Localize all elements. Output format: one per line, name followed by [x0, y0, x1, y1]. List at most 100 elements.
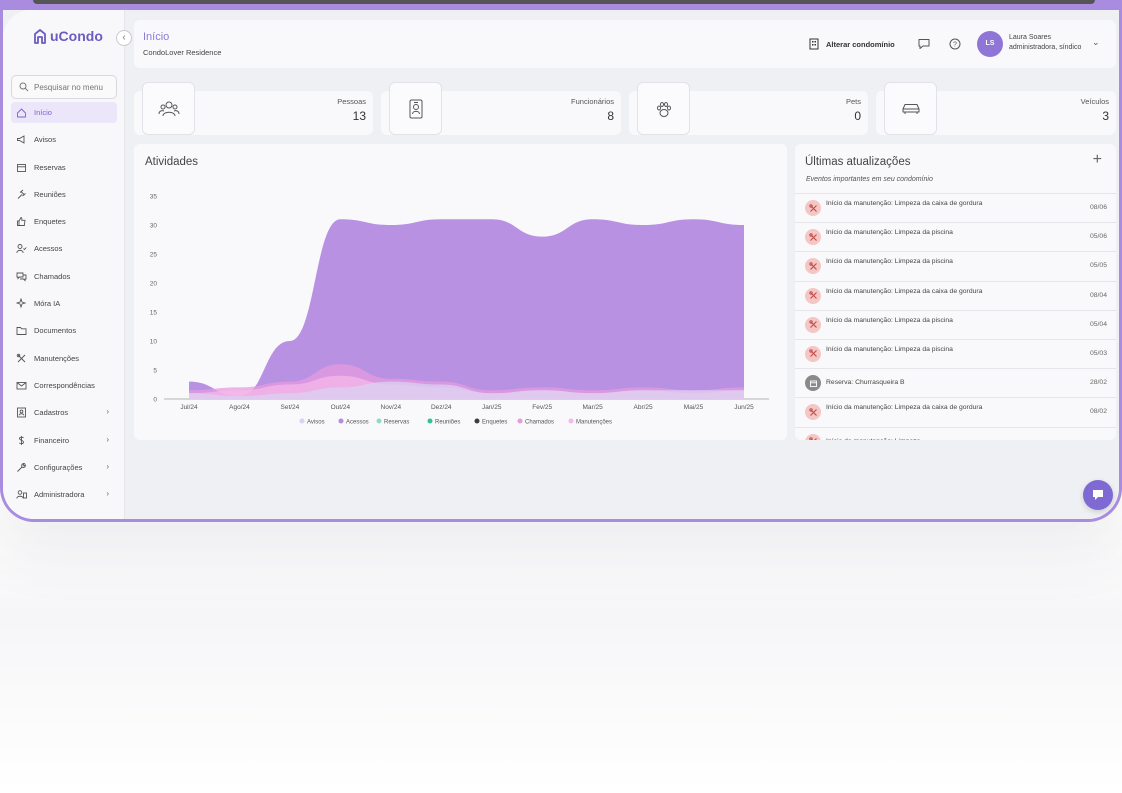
- people-icon: [158, 101, 179, 116]
- tools-icon: [805, 404, 821, 421]
- user-avatar[interactable]: LS: [977, 31, 1003, 57]
- tools-icon: [16, 353, 26, 362]
- sidebar-item-documentos[interactable]: Documentos: [11, 320, 117, 341]
- x-tick-label: Ago/24: [229, 404, 250, 411]
- sidebar-item-reservas[interactable]: Reservas: [11, 157, 117, 178]
- building-icon: [809, 38, 819, 50]
- top-header: Início CondoLover Residence Alterar cond…: [134, 20, 1116, 68]
- update-text: Início da manutenção: Limpeza da piscina: [826, 345, 953, 353]
- add-update-button[interactable]: +: [1092, 151, 1102, 168]
- sidebar-item-configura-es[interactable]: Configurações ›: [11, 457, 117, 478]
- sidebar-item-acessos[interactable]: Acessos: [11, 238, 117, 259]
- stat-card-pets[interactable]: Pets 0: [629, 82, 868, 135]
- x-tick-label: Abr/25: [634, 404, 654, 411]
- update-item[interactable]: Início da manutenção: Limpeza da piscina…: [795, 338, 1116, 368]
- update-item[interactable]: Início da manutenção: Limpeza da piscina…: [795, 222, 1116, 251]
- sidebar-item-enquetes[interactable]: Enquetes: [11, 211, 117, 232]
- menu-search[interactable]: [11, 75, 117, 99]
- dollar-icon: [18, 435, 24, 445]
- legend-swatch: [517, 418, 523, 424]
- update-item[interactable]: Início da manutenção: Limpeza da caixa d…: [795, 193, 1116, 222]
- legend-label: Reuniões: [435, 420, 460, 426]
- wrench-icon: [17, 462, 26, 472]
- legend-swatch: [376, 418, 382, 424]
- updates-title: Últimas atualizações: [805, 156, 911, 168]
- stat-value: 0: [854, 109, 861, 123]
- update-item[interactable]: Início da manutenção: Limpeza: [795, 426, 1116, 440]
- svg-text:?: ?: [953, 42, 957, 49]
- sidebar-item-correspond-ncias[interactable]: Correspondências: [11, 375, 117, 396]
- update-text: Início da manutenção: Limpeza da caixa d…: [826, 287, 983, 295]
- x-tick-label: Jul/24: [180, 404, 198, 411]
- sidebar-item-in-cio[interactable]: Início: [11, 102, 117, 123]
- update-item[interactable]: Início da manutenção: Limpeza da caixa d…: [795, 397, 1116, 426]
- collapse-sidebar-button[interactable]: ‹: [116, 30, 132, 46]
- tools-icon: [805, 345, 821, 362]
- badge-icon: [409, 99, 422, 118]
- sidebar-item-chamados[interactable]: Chamados: [11, 266, 117, 287]
- y-tick-label: 35: [150, 194, 158, 201]
- y-tick-label: 0: [153, 397, 157, 404]
- sidebar-item-label: Avisos: [34, 135, 56, 145]
- chevron-right-icon: ›: [106, 489, 109, 499]
- sidebar-item-label: Administradora: [34, 490, 85, 500]
- updates-card: Últimas atualizações Eventos importantes…: [795, 144, 1116, 440]
- sidebar-item-administradora[interactable]: Administradora ›: [11, 484, 117, 505]
- stat-value: 8: [607, 109, 614, 123]
- sidebar-item-m-ra-ia[interactable]: Móra IA: [11, 293, 117, 314]
- mail-icon: [16, 382, 27, 390]
- support-chat-button[interactable]: [1083, 480, 1113, 510]
- device-frame: uCondo Início Avisos Reservas Reuniões Enque…: [0, 0, 1122, 522]
- sidebar-item-label: Móra IA: [34, 299, 61, 309]
- ucondo-logo-icon: [34, 29, 46, 44]
- series-area-acessos: [189, 219, 744, 399]
- tools-icon: [805, 316, 821, 333]
- help-icon[interactable]: ?: [948, 37, 962, 51]
- update-item[interactable]: Início da manutenção: Limpeza da caixa d…: [795, 280, 1116, 310]
- stat-label: Veículos: [1080, 97, 1109, 106]
- menu-search-input[interactable]: [34, 82, 114, 92]
- search-icon: [19, 82, 29, 92]
- tools-icon: [805, 200, 821, 216]
- thumbs-up-icon: [17, 217, 26, 227]
- id-card-icon: [17, 407, 26, 418]
- sidebar-item-reuni-es[interactable]: Reuniões: [11, 184, 117, 205]
- legend-swatch: [338, 418, 344, 424]
- stat-card-veiculos[interactable]: Veículos 3: [876, 82, 1116, 135]
- tools-icon: [805, 433, 821, 440]
- car-icon: [902, 103, 919, 114]
- sidebar-item-manuten-es[interactable]: Manutenções: [11, 348, 117, 369]
- tools-icon: [805, 287, 821, 304]
- page-title: Início: [143, 31, 170, 43]
- sidebar-item-financeiro[interactable]: Financeiro ›: [11, 430, 117, 451]
- legend-swatch: [568, 418, 574, 424]
- update-item[interactable]: Reserva: Churrasqueira B 28/02: [795, 368, 1116, 397]
- tools-icon: [805, 258, 821, 275]
- sparkles-icon: [16, 298, 27, 309]
- legend-swatch: [427, 418, 433, 424]
- update-date: 08/02: [1089, 408, 1107, 416]
- sidebar-item-avisos[interactable]: Avisos: [11, 129, 117, 150]
- chevron-down-icon[interactable]: ⌄: [1092, 37, 1100, 47]
- legend-label: Manutenções: [576, 420, 612, 426]
- sidebar-item-label: Reservas: [34, 162, 66, 172]
- y-tick-label: 30: [150, 223, 158, 230]
- x-tick-label: Out/24: [331, 404, 351, 411]
- switch-condo-button[interactable]: Alterar condomínio: [809, 38, 895, 50]
- brand-name: uCondo: [50, 28, 103, 44]
- stat-label: Funcionários: [571, 97, 614, 106]
- stat-card-funcionarios[interactable]: Funcionários 8: [381, 82, 621, 135]
- y-tick-label: 10: [150, 339, 158, 346]
- update-item[interactable]: Início da manutenção: Limpeza da piscina…: [795, 251, 1116, 280]
- sidebar-nav: Início Avisos Reservas Reuniões Enquetes Aces…: [11, 102, 117, 511]
- megaphone-icon: [17, 135, 25, 145]
- brand-logo[interactable]: uCondo: [33, 28, 103, 44]
- update-text: Início da manutenção: Limpeza da caixa d…: [826, 404, 983, 412]
- stat-card-pessoas[interactable]: Pessoas 13: [134, 82, 373, 135]
- legend-swatch: [299, 418, 305, 424]
- sidebar-item-cadastros[interactable]: Cadastros ›: [11, 402, 117, 423]
- sidebar-item-label: Correspondências: [34, 380, 95, 390]
- chat-icon[interactable]: [917, 37, 931, 51]
- x-tick-label: Set/24: [281, 404, 300, 411]
- update-item[interactable]: Início da manutenção: Limpeza da piscina…: [795, 309, 1116, 339]
